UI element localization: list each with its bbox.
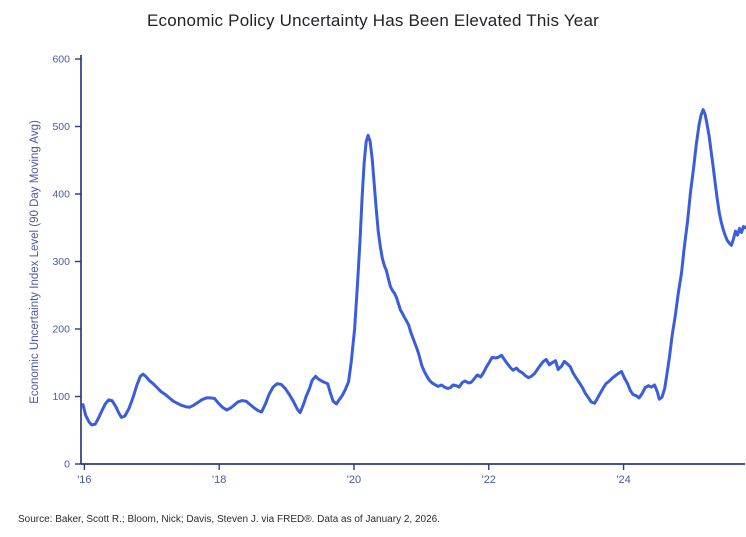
x-tick-label: '16	[77, 474, 91, 486]
series-layer	[81, 108, 746, 427]
x-tick-label: '24	[616, 474, 630, 486]
x-tick-label: '18	[212, 474, 226, 486]
y-tick-label: 500	[52, 121, 70, 133]
chart-title: Economic Policy Uncertainty Has Been Ele…	[147, 11, 599, 30]
epu-series-line	[81, 108, 746, 427]
x-tick-label: '20	[347, 474, 361, 486]
x-tick-label: '22	[482, 474, 496, 486]
axes-layer: 0 100 200 300 400 500 600 '16 '18 '20 '22 '24	[52, 54, 745, 486]
y-tick-label: 200	[52, 324, 70, 336]
y-tick-label: 0	[64, 459, 70, 471]
y-axis-title: Economic Uncertainty Index Level (90 Day…	[29, 120, 41, 404]
y-tick-label: 600	[52, 54, 70, 66]
y-tick-label: 100	[52, 391, 70, 403]
y-tick-label: 300	[52, 256, 70, 268]
source-note: Source: Baker, Scott R.; Bloom, Nick; Da…	[18, 514, 440, 525]
y-tick-label: 400	[52, 189, 70, 201]
